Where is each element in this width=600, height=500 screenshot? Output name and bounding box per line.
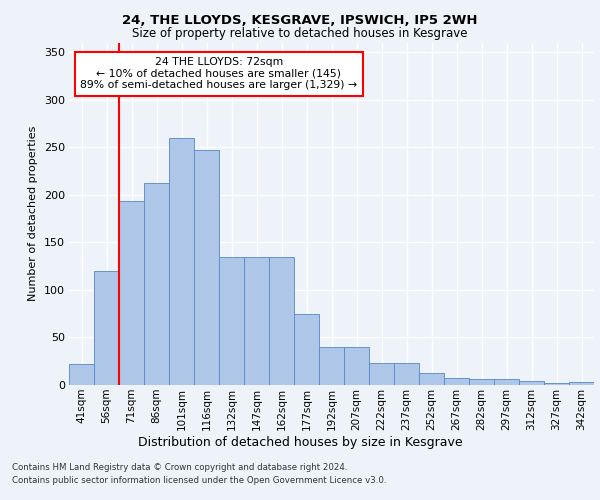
Bar	[219, 256, 244, 385]
Bar	[569, 382, 594, 385]
Bar	[144, 184, 169, 385]
Text: 24, THE LLOYDS, KESGRAVE, IPSWICH, IP5 2WH: 24, THE LLOYDS, KESGRAVE, IPSWICH, IP5 2…	[122, 14, 478, 27]
Bar	[69, 364, 94, 385]
Bar	[294, 314, 319, 385]
Bar	[194, 150, 219, 385]
Bar	[419, 372, 444, 385]
Text: Contains public sector information licensed under the Open Government Licence v3: Contains public sector information licen…	[12, 476, 386, 485]
Bar	[169, 138, 194, 385]
Bar	[94, 271, 119, 385]
Bar	[519, 381, 544, 385]
Bar	[244, 256, 269, 385]
Text: 24 THE LLOYDS: 72sqm
← 10% of detached houses are smaller (145)
89% of semi-deta: 24 THE LLOYDS: 72sqm ← 10% of detached h…	[80, 58, 358, 90]
Bar	[469, 380, 494, 385]
Bar	[369, 363, 394, 385]
Bar	[269, 256, 294, 385]
Text: Distribution of detached houses by size in Kesgrave: Distribution of detached houses by size …	[137, 436, 463, 449]
Text: Contains HM Land Registry data © Crown copyright and database right 2024.: Contains HM Land Registry data © Crown c…	[12, 464, 347, 472]
Bar	[394, 363, 419, 385]
Bar	[444, 378, 469, 385]
Y-axis label: Number of detached properties: Number of detached properties	[28, 126, 38, 302]
Bar	[344, 347, 369, 385]
Bar	[119, 202, 144, 385]
Text: Size of property relative to detached houses in Kesgrave: Size of property relative to detached ho…	[132, 28, 468, 40]
Bar	[319, 347, 344, 385]
Bar	[544, 383, 569, 385]
Bar	[494, 380, 519, 385]
